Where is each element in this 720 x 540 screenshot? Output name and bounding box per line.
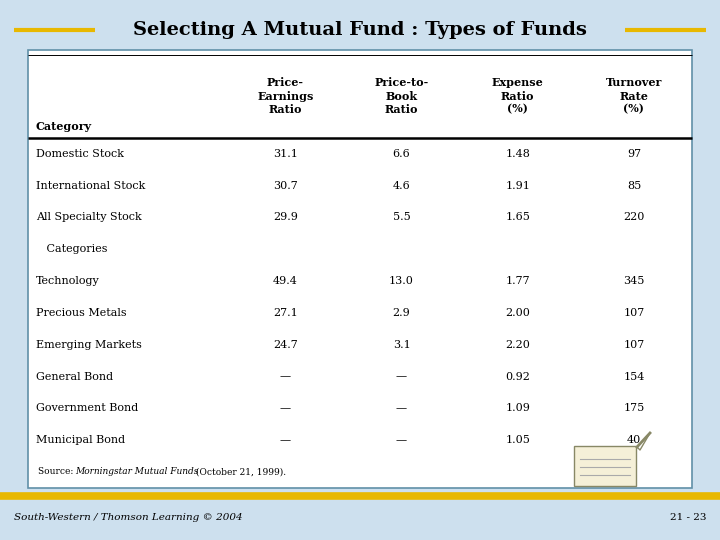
Text: —: — bbox=[396, 435, 407, 445]
Text: International Stock: International Stock bbox=[36, 181, 145, 191]
Text: 2.00: 2.00 bbox=[505, 308, 530, 318]
Text: Categories: Categories bbox=[36, 244, 107, 254]
Text: Selecting A Mutual Fund : Types of Funds: Selecting A Mutual Fund : Types of Funds bbox=[133, 21, 587, 39]
Text: Domestic Stock: Domestic Stock bbox=[36, 149, 124, 159]
Text: 49.4: 49.4 bbox=[273, 276, 298, 286]
Text: 29.9: 29.9 bbox=[273, 213, 298, 222]
Text: 6.6: 6.6 bbox=[392, 149, 410, 159]
Text: 175: 175 bbox=[624, 403, 644, 413]
Text: 220: 220 bbox=[624, 213, 644, 222]
Text: Price-
Earnings
Ratio: Price- Earnings Ratio bbox=[257, 77, 313, 115]
Text: 345: 345 bbox=[624, 276, 644, 286]
Text: (October 21, 1999).: (October 21, 1999). bbox=[193, 468, 286, 476]
Text: 97: 97 bbox=[627, 149, 641, 159]
Text: —: — bbox=[280, 403, 291, 413]
FancyBboxPatch shape bbox=[28, 50, 692, 488]
Text: Government Bond: Government Bond bbox=[36, 403, 138, 413]
Text: General Bond: General Bond bbox=[36, 372, 113, 381]
Text: 24.7: 24.7 bbox=[273, 340, 297, 350]
Text: 1.77: 1.77 bbox=[505, 276, 530, 286]
Text: 2.9: 2.9 bbox=[392, 308, 410, 318]
Text: 2.20: 2.20 bbox=[505, 340, 530, 350]
Text: 1.65: 1.65 bbox=[505, 213, 530, 222]
Text: 154: 154 bbox=[624, 372, 644, 381]
Text: Category: Category bbox=[36, 121, 92, 132]
Text: —: — bbox=[396, 372, 407, 381]
Text: 1.91: 1.91 bbox=[505, 181, 530, 191]
Text: 4.6: 4.6 bbox=[392, 181, 410, 191]
Text: Expense
Ratio
(%): Expense Ratio (%) bbox=[492, 77, 544, 115]
Text: 3.1: 3.1 bbox=[392, 340, 410, 350]
Text: 13.0: 13.0 bbox=[389, 276, 414, 286]
Text: 21 - 23: 21 - 23 bbox=[670, 514, 706, 523]
Text: 1.09: 1.09 bbox=[505, 403, 530, 413]
Text: Precious Metals: Precious Metals bbox=[36, 308, 127, 318]
Text: Municipal Bond: Municipal Bond bbox=[36, 435, 125, 445]
Text: Price-to-
Book
Ratio: Price-to- Book Ratio bbox=[374, 77, 428, 115]
Text: Turnover
Rate
(%): Turnover Rate (%) bbox=[606, 77, 662, 115]
Text: Emerging Markets: Emerging Markets bbox=[36, 340, 142, 350]
Text: 1.05: 1.05 bbox=[505, 435, 530, 445]
FancyBboxPatch shape bbox=[574, 446, 636, 486]
Text: 40: 40 bbox=[627, 435, 641, 445]
Text: Source:: Source: bbox=[38, 468, 76, 476]
Text: Technology: Technology bbox=[36, 276, 100, 286]
Text: —: — bbox=[280, 372, 291, 381]
Text: South-Western / Thomson Learning © 2004: South-Western / Thomson Learning © 2004 bbox=[14, 514, 243, 523]
Text: 27.1: 27.1 bbox=[273, 308, 297, 318]
Text: —: — bbox=[396, 403, 407, 413]
Text: 1.48: 1.48 bbox=[505, 149, 530, 159]
Text: 0.92: 0.92 bbox=[505, 372, 530, 381]
Text: 31.1: 31.1 bbox=[273, 149, 298, 159]
Text: All Specialty Stock: All Specialty Stock bbox=[36, 213, 142, 222]
Text: 5.5: 5.5 bbox=[392, 213, 410, 222]
Text: 107: 107 bbox=[624, 308, 644, 318]
Text: 107: 107 bbox=[624, 340, 644, 350]
Text: —: — bbox=[280, 435, 291, 445]
Text: Morningstar Mutual Funds: Morningstar Mutual Funds bbox=[75, 468, 199, 476]
Text: 85: 85 bbox=[627, 181, 641, 191]
Text: 30.7: 30.7 bbox=[273, 181, 297, 191]
